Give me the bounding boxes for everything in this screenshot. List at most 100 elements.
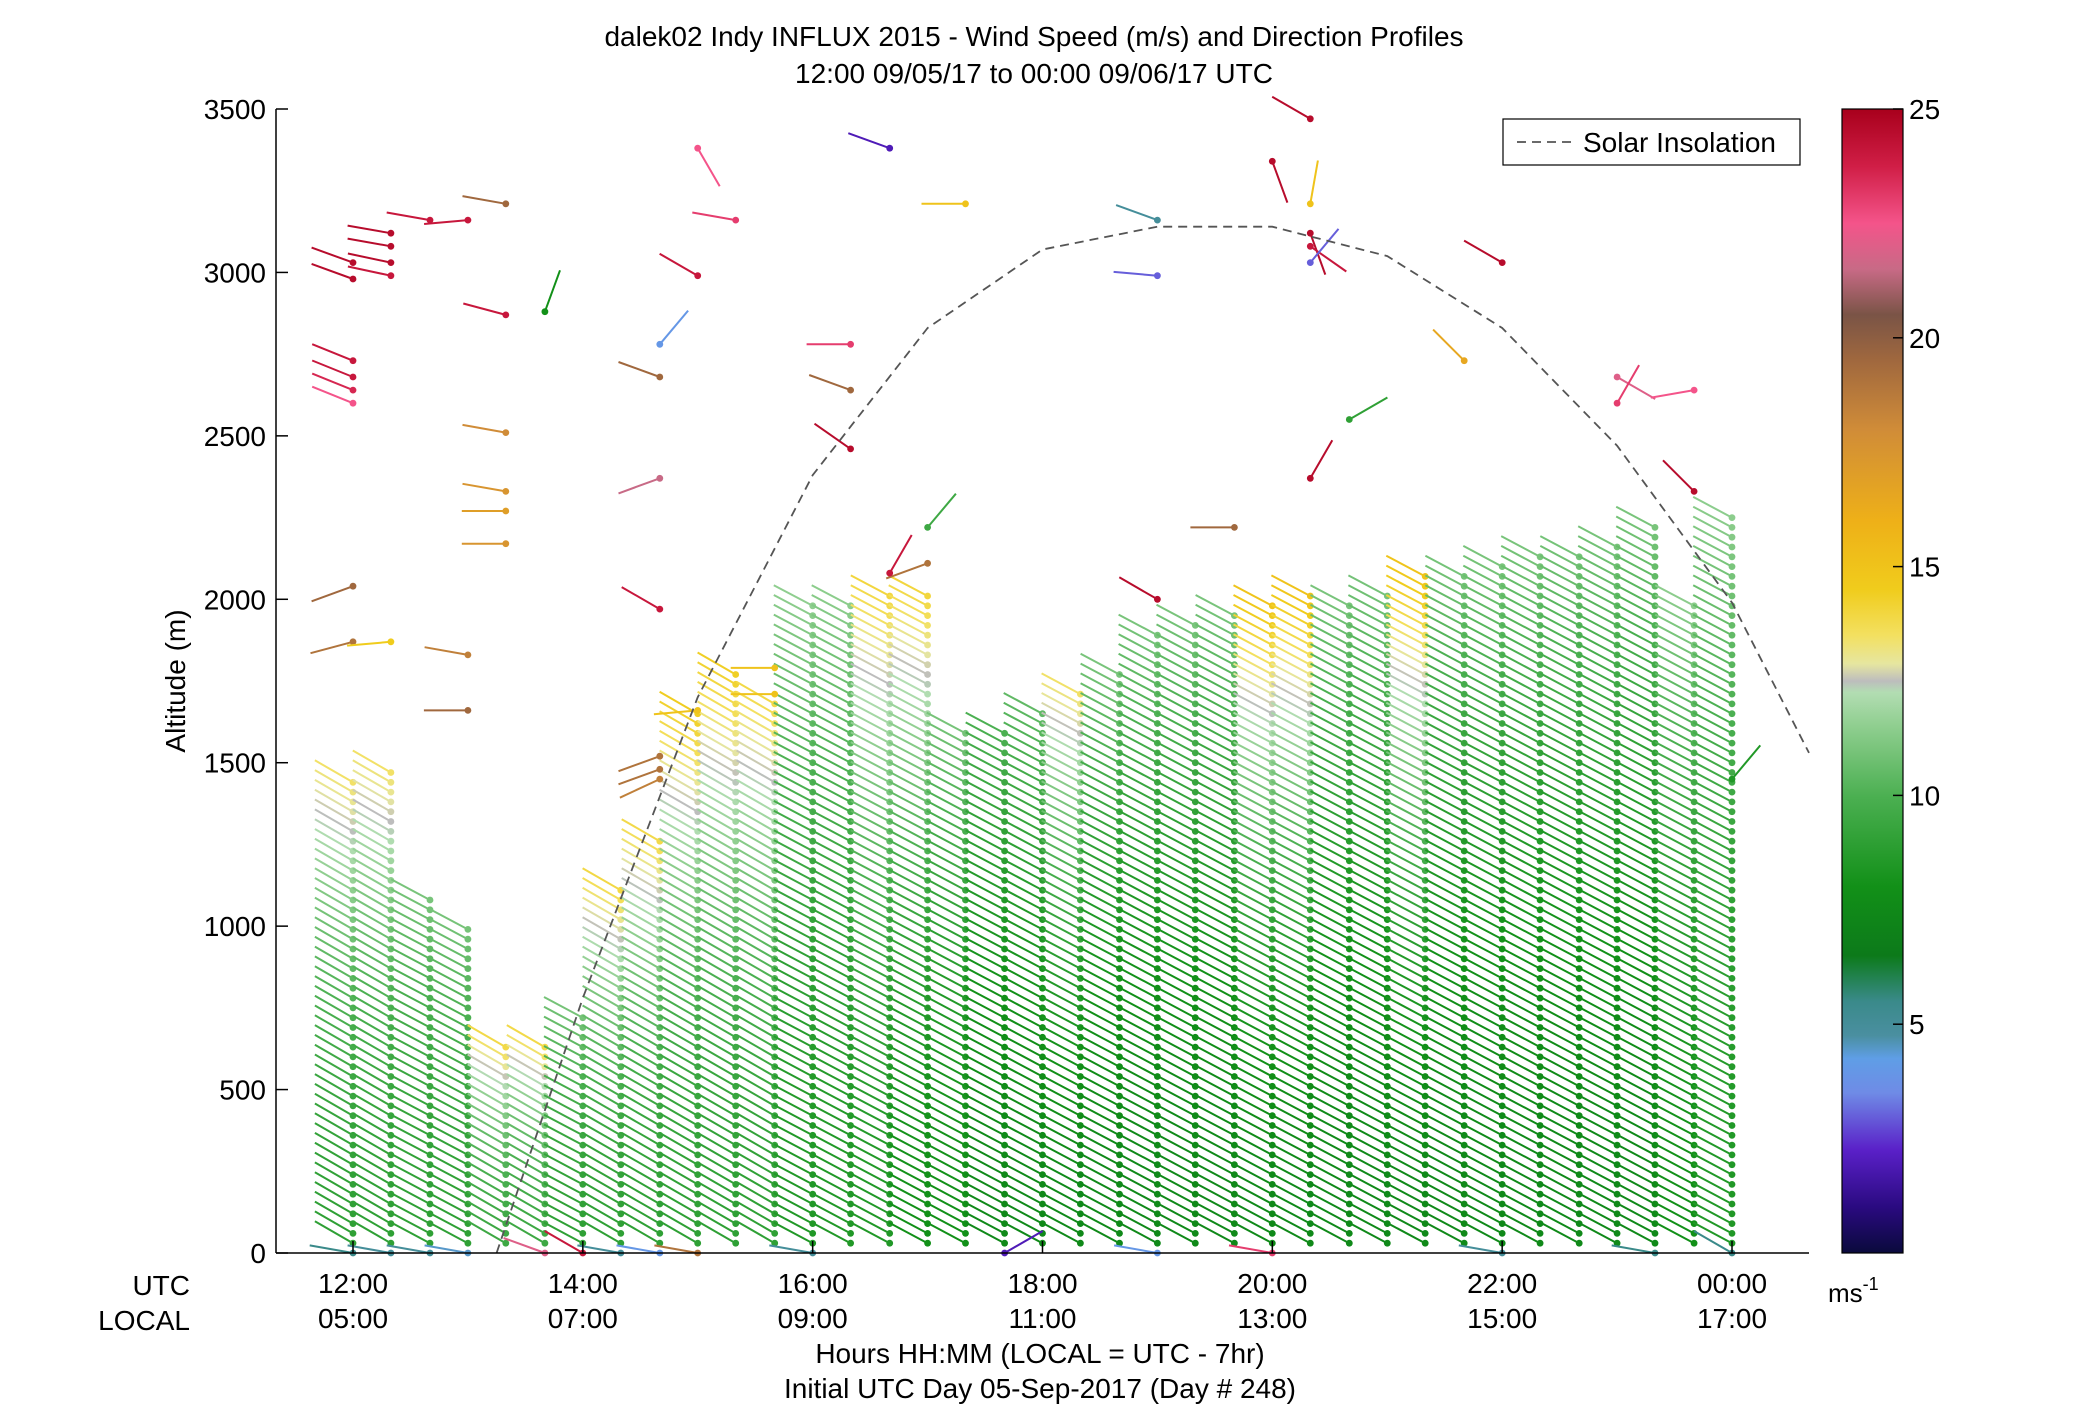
wind-barb <box>352 1190 395 1218</box>
barb-stick <box>352 1043 392 1068</box>
barb-stick <box>428 1005 469 1029</box>
barb-stick <box>621 1161 661 1186</box>
barb-dot <box>694 1230 702 1237</box>
barb-stick <box>659 1210 699 1235</box>
barb-stick <box>428 996 469 1019</box>
barb-stick <box>352 1161 392 1186</box>
barb-stick <box>428 956 469 980</box>
barb-stick <box>697 651 737 676</box>
barb-dot <box>924 622 931 629</box>
barb-stick <box>582 867 622 892</box>
barb-stick <box>314 906 354 931</box>
barb-stick <box>582 1092 622 1117</box>
barb-dot <box>771 1239 779 1247</box>
barb-stick <box>659 1102 699 1127</box>
barb-stick <box>314 808 354 833</box>
barb-stick <box>390 1005 431 1029</box>
barb-stick <box>659 935 699 960</box>
barb-stick <box>543 1182 584 1205</box>
wind-barb <box>352 749 395 776</box>
wind-barb <box>352 877 395 904</box>
barb-stick <box>697 1112 737 1137</box>
barb-stick <box>659 1004 699 1029</box>
barb-dot <box>387 1230 395 1237</box>
barb-stick <box>659 975 699 999</box>
barb-stick <box>352 1073 392 1097</box>
barb-dot <box>924 602 931 610</box>
barb-stick <box>621 1034 661 1058</box>
barb-stick <box>621 818 661 843</box>
barb-stick <box>621 906 661 931</box>
barb-stick <box>314 769 354 793</box>
barb-stick <box>314 935 354 960</box>
barb-dot <box>656 1230 664 1237</box>
barb-stick <box>352 798 392 823</box>
barb-stick <box>314 828 354 852</box>
barb-stick <box>467 1112 507 1137</box>
barb-stick <box>352 1181 392 1205</box>
barb-stick <box>621 1151 661 1176</box>
wind-barb <box>352 1024 395 1051</box>
barb-stick <box>390 947 431 970</box>
barb-stick <box>582 1004 622 1029</box>
barb-stick <box>659 916 699 941</box>
barb-stick <box>659 788 699 813</box>
barb-dot <box>387 1190 395 1198</box>
barb-stick <box>352 749 392 774</box>
barb-stick <box>659 896 699 921</box>
barb-stick <box>736 1151 776 1176</box>
barb-stick <box>659 926 699 950</box>
barb-stick <box>659 857 699 882</box>
barb-stick <box>314 1034 354 1058</box>
barb-stick <box>736 1053 776 1078</box>
barb-stick <box>697 1141 737 1166</box>
barb-stick <box>428 1015 469 1039</box>
barb-stick <box>697 1132 737 1156</box>
barb-stick <box>352 1102 392 1127</box>
barb-stick <box>621 1220 661 1245</box>
barb-stick <box>736 1181 776 1205</box>
barb-stick <box>543 1123 584 1146</box>
barb-stick <box>506 1083 546 1107</box>
barb-stick <box>428 966 469 990</box>
barb-stick <box>659 1200 699 1225</box>
barb-dot <box>387 1181 395 1188</box>
barb-dot <box>1231 1230 1238 1237</box>
barb-stick <box>390 888 431 911</box>
barb-stick <box>543 1162 584 1186</box>
barb-stick <box>352 1014 392 1039</box>
barb-stick <box>543 1035 584 1058</box>
barb-stick <box>352 926 392 950</box>
wind-barb <box>352 788 395 816</box>
barb-dot <box>1077 1230 1084 1237</box>
barb-stick <box>314 788 354 813</box>
barb-stick <box>659 877 699 901</box>
barb-stick <box>736 1122 776 1146</box>
barb-stick <box>390 1113 431 1137</box>
barb-stick <box>736 1092 776 1117</box>
barb-stick <box>621 1024 661 1048</box>
barb-dot <box>924 641 931 649</box>
barb-stick <box>390 1153 431 1176</box>
barb-stick <box>697 1151 737 1176</box>
barb-stick <box>659 720 699 744</box>
wind-profile-0 <box>314 759 357 1247</box>
barb-stick <box>352 1210 392 1235</box>
wind-barb <box>352 818 395 845</box>
barb-stick <box>428 1221 469 1245</box>
barb-stick <box>352 985 392 1009</box>
wind-profile-9 <box>659 690 702 1247</box>
wind-barb <box>736 1220 779 1247</box>
barb-stick <box>736 1043 776 1068</box>
barb-stick <box>467 1141 507 1166</box>
barb-stick <box>697 759 737 784</box>
barb-stick <box>314 779 354 803</box>
barb-stick <box>352 1034 392 1058</box>
barb-stick <box>506 1063 546 1088</box>
barb-dot <box>387 818 395 825</box>
barb-stick <box>314 965 354 990</box>
barb-stick <box>352 808 392 833</box>
barb-stick <box>697 1190 737 1215</box>
barb-stick <box>582 1034 622 1058</box>
wind-barb <box>736 1210 779 1237</box>
